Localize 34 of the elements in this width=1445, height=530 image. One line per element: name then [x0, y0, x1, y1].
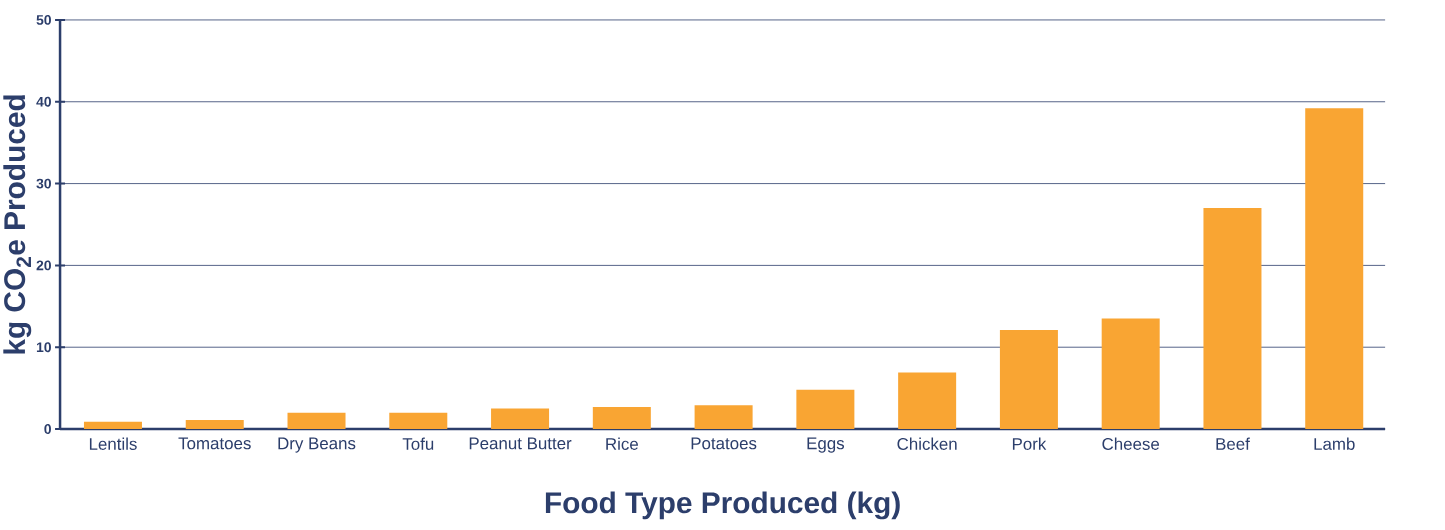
x-tick-label: Lentils [89, 437, 137, 451]
x-tick-label: Lamb [1314, 437, 1355, 451]
bar [898, 372, 957, 430]
x-tick-label: Pork [1012, 437, 1047, 451]
x-tick-label: Cheese [1102, 437, 1160, 451]
y-tick-label: 40 [36, 96, 51, 107]
y-tick-label: 20 [36, 260, 51, 271]
x-tick-label: Beef [1216, 437, 1250, 451]
bar [491, 408, 550, 430]
bar [83, 421, 142, 430]
bar [592, 407, 651, 430]
bar [796, 389, 855, 430]
x-tick-label: Peanut Butter [469, 437, 572, 450]
bar [999, 330, 1058, 430]
x-tick-label: Rice [606, 437, 638, 451]
bar [389, 412, 448, 430]
bar [1305, 108, 1364, 430]
y-tick-label: 30 [36, 178, 51, 189]
y-tick-label: 10 [36, 342, 51, 353]
y-tick-label: 0 [44, 424, 51, 435]
x-tick-label: Dry Beans [278, 437, 356, 453]
x-tick-label: Tofu [402, 437, 434, 451]
bar [1101, 318, 1160, 430]
x-tick-label: Potatoes [691, 437, 757, 450]
y-axis-title: kg CO$_{2}$e Produced [3, 95, 32, 354]
y-tick-label: 50 [36, 15, 51, 25]
x-axis-title: Food Type Produced (kg) [545, 491, 900, 520]
x-tick-label: Tomatoes [178, 437, 251, 450]
bar [287, 412, 346, 430]
bar [1203, 208, 1262, 430]
bar [694, 405, 753, 430]
x-tick-label: Chicken [897, 437, 957, 451]
x-tick-label: Eggs [807, 437, 845, 453]
bar [185, 420, 244, 430]
